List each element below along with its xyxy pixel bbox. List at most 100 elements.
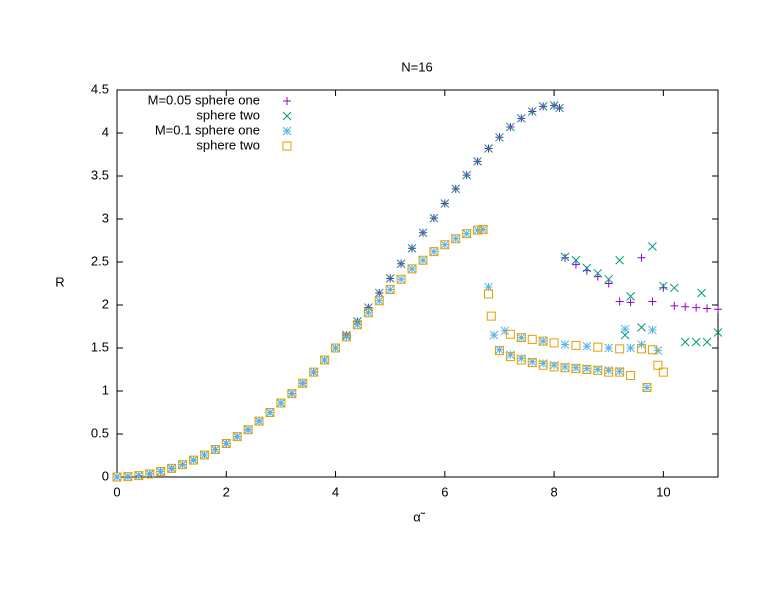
point bbox=[156, 467, 166, 476]
point bbox=[593, 272, 602, 281]
point bbox=[527, 358, 537, 368]
point bbox=[123, 472, 133, 482]
point bbox=[178, 460, 187, 469]
point bbox=[538, 336, 548, 346]
point bbox=[561, 253, 570, 262]
point bbox=[642, 383, 652, 393]
point bbox=[697, 288, 706, 298]
point bbox=[167, 464, 176, 473]
y-tick-label: 1 bbox=[102, 382, 109, 397]
y-axis-label: R bbox=[55, 274, 64, 289]
point bbox=[571, 255, 581, 265]
point bbox=[145, 469, 155, 479]
point bbox=[626, 292, 635, 301]
point bbox=[647, 345, 657, 355]
point bbox=[353, 320, 362, 330]
legend-marker bbox=[282, 111, 292, 121]
point bbox=[309, 367, 319, 377]
point bbox=[495, 345, 504, 355]
y-tick-label: 3.5 bbox=[91, 167, 109, 182]
point bbox=[451, 234, 461, 244]
point bbox=[134, 471, 144, 481]
point bbox=[287, 389, 297, 399]
point bbox=[648, 242, 657, 251]
point bbox=[331, 343, 341, 353]
point bbox=[615, 255, 625, 265]
point bbox=[342, 332, 351, 342]
point bbox=[489, 330, 499, 340]
point bbox=[385, 273, 395, 283]
point bbox=[396, 259, 406, 269]
legend-label: M=0.1 sphere one bbox=[155, 122, 260, 137]
point bbox=[298, 378, 308, 388]
point bbox=[156, 466, 166, 476]
point bbox=[604, 343, 614, 353]
y-tick-label: 2.5 bbox=[91, 253, 109, 268]
point bbox=[648, 297, 657, 306]
point bbox=[604, 279, 613, 288]
point bbox=[112, 472, 122, 482]
point bbox=[549, 338, 559, 348]
point bbox=[374, 288, 384, 298]
point bbox=[298, 378, 308, 388]
point bbox=[681, 302, 690, 311]
legend-marker bbox=[282, 126, 292, 136]
point bbox=[615, 366, 625, 376]
point bbox=[385, 285, 395, 295]
point bbox=[254, 416, 264, 426]
point bbox=[478, 224, 488, 234]
point bbox=[516, 353, 526, 363]
point bbox=[692, 303, 701, 312]
point bbox=[637, 344, 647, 354]
point bbox=[653, 360, 663, 370]
point bbox=[374, 296, 384, 306]
point bbox=[418, 255, 428, 265]
point bbox=[560, 362, 570, 372]
point bbox=[615, 344, 625, 354]
y-tick-label: 4 bbox=[102, 124, 109, 139]
point bbox=[714, 305, 722, 314]
point bbox=[500, 326, 510, 336]
point bbox=[495, 132, 504, 142]
point bbox=[429, 247, 439, 257]
point bbox=[538, 336, 548, 346]
point bbox=[210, 445, 220, 454]
x-tick-label: 0 bbox=[113, 484, 120, 499]
point bbox=[703, 304, 712, 313]
point bbox=[494, 346, 504, 356]
point bbox=[462, 229, 472, 239]
point bbox=[626, 343, 635, 353]
point bbox=[188, 455, 198, 465]
point bbox=[582, 365, 592, 374]
point bbox=[462, 229, 472, 238]
point bbox=[527, 357, 537, 367]
point bbox=[637, 323, 646, 332]
point bbox=[462, 170, 472, 180]
point bbox=[626, 298, 635, 307]
point bbox=[363, 308, 373, 318]
point bbox=[648, 325, 657, 335]
point bbox=[440, 240, 450, 250]
point bbox=[265, 408, 275, 417]
point bbox=[287, 389, 297, 398]
point bbox=[243, 425, 253, 435]
point bbox=[167, 463, 177, 473]
point bbox=[582, 263, 592, 273]
point bbox=[407, 264, 417, 274]
point bbox=[385, 285, 395, 294]
point bbox=[189, 455, 198, 465]
point bbox=[582, 341, 592, 351]
point bbox=[571, 340, 581, 350]
point bbox=[473, 157, 482, 166]
point bbox=[484, 289, 494, 299]
point bbox=[396, 274, 406, 284]
point bbox=[473, 225, 482, 235]
point bbox=[626, 371, 636, 381]
point bbox=[363, 308, 373, 318]
x-tick-label: 8 bbox=[550, 484, 557, 499]
point bbox=[145, 469, 155, 479]
point bbox=[134, 471, 144, 480]
point bbox=[276, 398, 286, 408]
